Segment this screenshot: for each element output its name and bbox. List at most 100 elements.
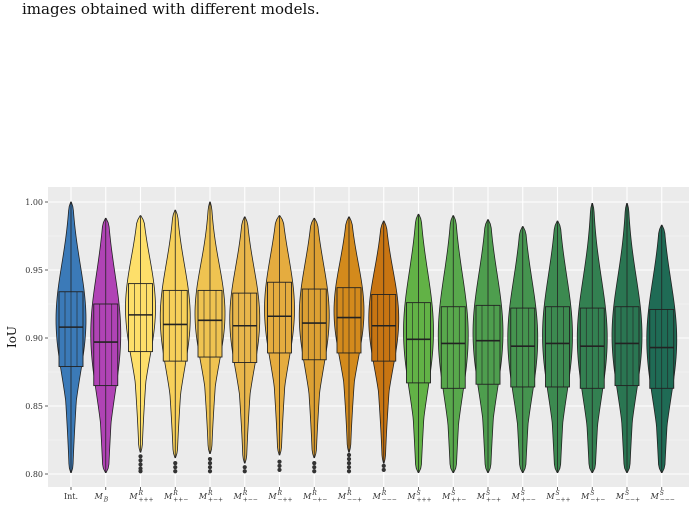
x-tick-label-sup: S <box>451 490 455 497</box>
outlier-point <box>381 463 386 468</box>
x-tick-label-sub: B <box>103 497 109 504</box>
violin-group <box>229 216 261 474</box>
outlier-point <box>242 465 247 470</box>
x-tick-label: M S−++ <box>545 490 570 504</box>
outlier-point <box>312 469 317 474</box>
x-tick-label: M S−−− <box>650 490 675 504</box>
x-tick-label: M R+++ <box>128 490 153 504</box>
x-tick-label: M S+−+ <box>476 490 501 504</box>
y-tick-label: 1.00 <box>25 198 43 207</box>
x-tick-label-main: M <box>302 492 312 501</box>
x-tick-label-sup: R <box>381 490 387 497</box>
x-tick-label-sup: R <box>346 490 352 497</box>
violin-group <box>55 201 87 474</box>
outlier-point <box>138 462 143 467</box>
x-tick-label-main: M <box>545 492 555 501</box>
outlier-point <box>138 454 143 459</box>
outlier-point <box>207 465 213 470</box>
violin-group <box>368 220 400 473</box>
x-tick-label-sub: +++ <box>139 497 154 504</box>
x-tick-label-sub: −+− <box>312 497 327 504</box>
x-tick-label-main: M <box>615 492 625 501</box>
violin-group <box>472 219 504 474</box>
x-tick-label-sup: R <box>277 490 283 497</box>
outlier-point <box>207 469 213 474</box>
x-tick-label-sup: S <box>660 490 664 497</box>
violin-group <box>611 202 643 474</box>
x-tick-label-main: M <box>511 492 521 501</box>
violin-group <box>646 224 678 474</box>
x-tick-label-sup: S <box>521 490 525 497</box>
x-tick-label-sup: S <box>486 490 490 497</box>
x-tick-label-sub: −−+ <box>347 497 362 504</box>
x-tick-label-sub: ++− <box>451 497 466 504</box>
violin-group <box>437 215 469 474</box>
x-tick-label: M S−+− <box>580 490 605 504</box>
x-tick-label-sub: +−− <box>243 497 258 504</box>
outlier-point <box>381 467 386 473</box>
x-tick-label-sub: +−− <box>521 497 536 504</box>
outlier-point <box>312 465 317 470</box>
violin-group <box>333 216 365 474</box>
x-tick-label: M R−++ <box>267 490 292 504</box>
outlier-point <box>346 461 352 466</box>
outlier-point <box>173 461 178 466</box>
x-tick-label-main: M <box>372 492 382 501</box>
x-tick-label-main: M <box>580 492 590 501</box>
y-axis-title: IoU <box>5 326 19 348</box>
x-tick-label: M R−+− <box>302 490 327 504</box>
x-tick-label-sub: +−+ <box>486 497 501 504</box>
x-tick-label: M R−−− <box>372 490 397 504</box>
x-tick-label-sup: S <box>556 490 560 497</box>
x-tick-label-main: M <box>94 492 104 501</box>
x-tick-label: Int. <box>64 492 78 501</box>
violin-group <box>90 217 122 474</box>
violin-group <box>403 213 434 474</box>
x-tick-label-sup: R <box>242 490 248 497</box>
violin-group <box>125 215 156 474</box>
y-tick-label: 0.90 <box>25 334 43 343</box>
x-tick-label-main: Int. <box>64 492 78 501</box>
y-axis: 0.80 0.85 0.90 0.95 1.00 <box>25 198 48 479</box>
outlier-point <box>173 469 178 474</box>
violin-group <box>264 215 295 473</box>
x-tick-label-main: M <box>128 492 138 501</box>
x-tick-label-main: M <box>406 492 416 501</box>
x-tick-label: M R−−+ <box>337 490 362 504</box>
outlier-point <box>207 461 213 466</box>
x-tick-label-main: M <box>163 492 173 501</box>
violins <box>55 201 678 474</box>
x-axis: Int. M B M R+++ M R++− M R+−+ M R+−− M R−++ M R−+− M R−−… <box>64 487 675 504</box>
x-tick-label: M R+−+ <box>198 490 223 504</box>
x-tick-label-sub: −+− <box>590 497 605 504</box>
violin-group <box>159 209 191 474</box>
x-tick-label-sub: ++− <box>173 497 188 504</box>
x-tick-label: M R++− <box>163 490 188 504</box>
x-tick-label: M S++− <box>441 490 466 504</box>
y-tick-label: 0.80 <box>25 470 43 479</box>
y-tick-label: 0.85 <box>25 402 43 411</box>
x-tick-label-main: M <box>233 492 243 501</box>
x-tick-label-sub: −++ <box>278 497 293 504</box>
x-tick-label-sup: R <box>172 490 178 497</box>
x-tick-label-sub: −−− <box>660 497 675 504</box>
x-tick-label-sup: R <box>138 490 144 497</box>
violin-group <box>194 201 226 474</box>
outlier-point <box>277 459 282 464</box>
x-tick-label-sub: +−+ <box>208 497 223 504</box>
violin-group <box>507 226 539 474</box>
y-tick-label: 0.95 <box>25 266 43 275</box>
outlier-point <box>138 466 143 471</box>
x-tick-label-sup: S <box>625 490 629 497</box>
violin-group <box>298 217 330 474</box>
x-tick-label: M S+++ <box>406 490 431 504</box>
outlier-point <box>346 452 352 458</box>
outlier-point <box>242 469 247 474</box>
outlier-point <box>277 467 282 473</box>
x-tick-label-main: M <box>441 492 451 501</box>
x-tick-label-sup: S <box>417 490 421 497</box>
outlier-point <box>346 456 352 462</box>
x-tick-label-sub: −−− <box>382 497 397 504</box>
